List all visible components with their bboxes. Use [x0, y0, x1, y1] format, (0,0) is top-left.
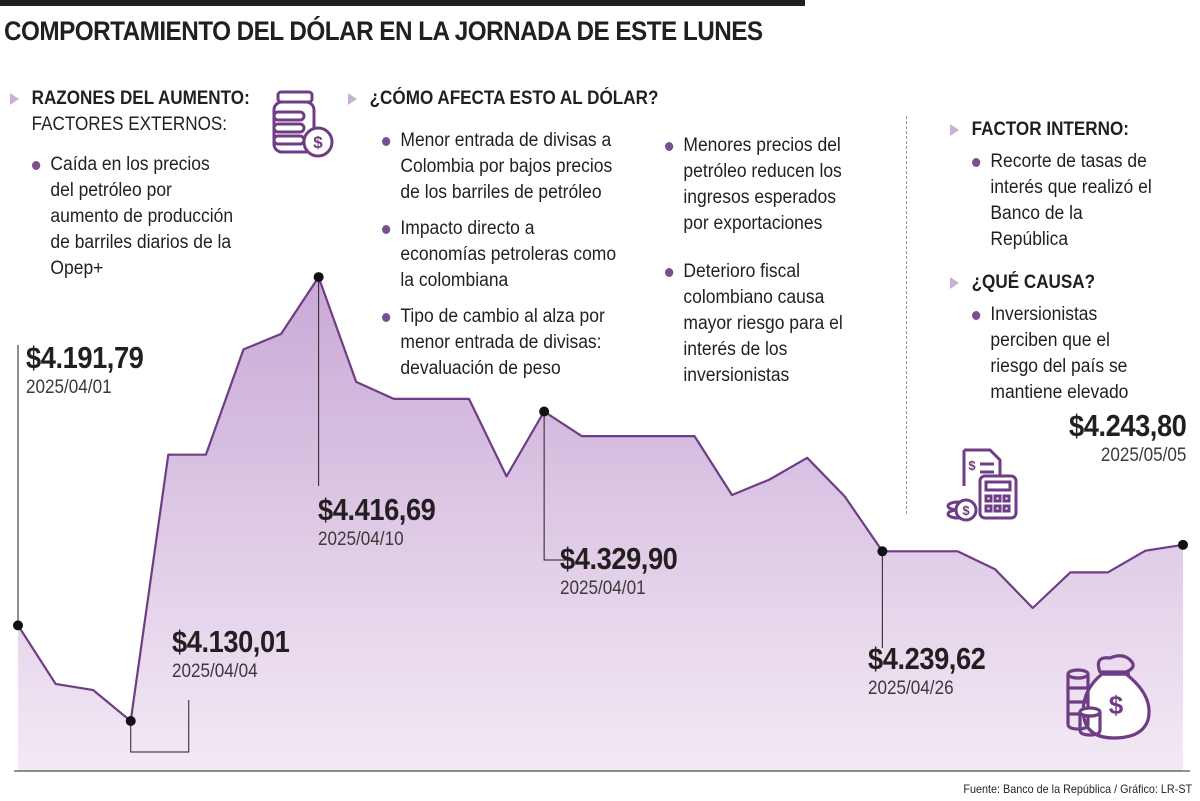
source-note: Fuente: Banco de la República / Gráfico:… [963, 782, 1192, 796]
data-label-date: 2025/05/05 [1100, 445, 1186, 466]
razones-heading: RAZONES DEL AUMENTO: [10, 86, 250, 112]
list-item: Caída en los precios del petróleo por au… [32, 152, 237, 282]
data-label-value: $4.329,90 [560, 541, 678, 576]
data-label-value: $4.191,79 [26, 340, 144, 375]
leader-line-3 [543, 411, 575, 561]
como-afecta-block: ¿CÓMO AFECTA ESTO AL DÓLAR? Menor entrad… [348, 86, 658, 392]
data-label-value: $4.416,69 [318, 492, 436, 527]
list-item: Recorte de tasas de interés que realizó … [972, 149, 1154, 253]
data-label-1: $4.130,01 2025/04/04 [172, 624, 305, 684]
como-afecta-list-right: Menores precios del petróleo reducen los… [665, 133, 865, 389]
section-divider [906, 116, 907, 514]
que-causa-list: Inversionistas perciben que el riesgo de… [972, 302, 1170, 406]
top-rule [0, 0, 805, 6]
coins-jar-icon: $ [272, 90, 334, 158]
que-causa-heading: ¿QUÉ CAUSA? [950, 270, 1148, 296]
leader-line-1 [130, 700, 190, 753]
como-afecta-list-left: Menor entrada de divisas a Colombia por … [382, 128, 644, 382]
como-afecta-right-block: Menores precios del petróleo reducen los… [665, 133, 865, 399]
money-bag-icon: $ [1066, 654, 1151, 740]
list-item: Tipo de cambio al alza por menor entrada… [382, 304, 623, 382]
data-point-4 [877, 546, 888, 557]
data-label-value: $4.243,80 [1068, 408, 1187, 443]
data-point-5 [1178, 539, 1188, 550]
razones-list: Caída en los precios del petróleo por au… [32, 152, 255, 282]
razones-block: RAZONES DEL AUMENTO: FACTORES EXTERNOS: … [10, 86, 255, 292]
calculator-invoice-icon: $ $ [946, 448, 1018, 522]
svg-text:$: $ [962, 503, 970, 518]
data-label-date: 2025/04/01 [560, 578, 646, 599]
svg-text:$: $ [1109, 690, 1124, 720]
factor-interno-heading: FACTOR INTERNO: [950, 117, 1148, 143]
series-line [17, 276, 1184, 723]
data-label-date: 2025/04/10 [318, 529, 404, 550]
list-item: Menores precios del petróleo reducen los… [665, 133, 849, 237]
list-item: Menor entrada de divisas a Colombia por … [382, 128, 623, 206]
data-point-1 [125, 716, 136, 727]
data-label-date: 2025/04/26 [868, 678, 954, 699]
data-label-4: $4.239,62 2025/04/26 [868, 641, 1001, 701]
data-label-0: $4.191,79 2025/04/01 [26, 340, 159, 400]
data-label-value: $4.239,62 [868, 641, 986, 676]
factor-interno-block: FACTOR INTERNO: Recorte de tasas de inte… [950, 117, 1170, 263]
chart-title: COMPORTAMIENTO DEL DÓLAR EN LA JORNADA D… [4, 16, 763, 46]
data-label-5: $4.243,80 2025/05/05 [1053, 408, 1187, 468]
area-fill [18, 277, 1183, 771]
data-label-value: $4.130,01 [172, 624, 290, 659]
factor-interno-list: Recorte de tasas de interés que realizó … [972, 149, 1170, 253]
data-label-3: $4.329,90 2025/04/01 [560, 541, 693, 601]
list-item: Impacto directo a economías petroleras c… [382, 216, 623, 294]
data-point-3 [539, 406, 550, 417]
data-point-0 [13, 620, 23, 631]
data-label-date: 2025/04/01 [26, 377, 112, 398]
list-item: Deterioro fiscal colombiano causa mayor … [665, 259, 849, 389]
razones-subheading: FACTORES EXTERNOS: [31, 114, 228, 135]
data-label-2: $4.416,69 2025/04/10 [318, 492, 451, 552]
que-causa-block: ¿QUÉ CAUSA? Inversionistas perciben que … [950, 270, 1170, 416]
data-label-date: 2025/04/04 [172, 661, 258, 682]
list-item: Inversionistas perciben que el riesgo de… [972, 302, 1154, 406]
svg-text:$: $ [968, 458, 976, 473]
data-point-2 [313, 272, 324, 283]
svg-text:$: $ [313, 133, 323, 152]
como-afecta-heading: ¿CÓMO AFECTA ESTO AL DÓLAR? [348, 86, 658, 112]
